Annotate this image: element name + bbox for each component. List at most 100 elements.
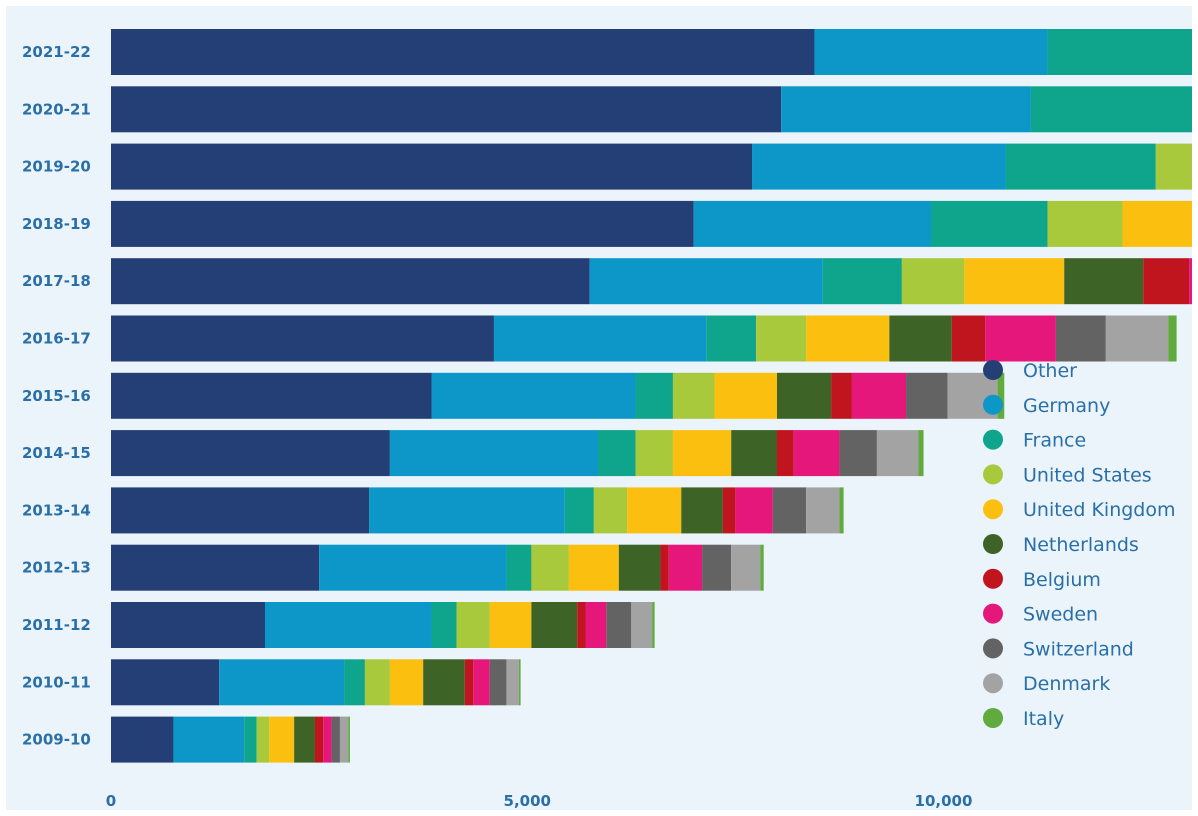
legend-label: Switzerland bbox=[1023, 638, 1134, 660]
bar-segment-germany bbox=[431, 372, 636, 419]
bar-segment-united-kingdom bbox=[627, 487, 682, 534]
legend-marker bbox=[983, 534, 1003, 554]
bar-segment-switzerland bbox=[489, 659, 507, 706]
bar-segment-sweden bbox=[473, 659, 490, 706]
bar-segment-netherlands bbox=[1064, 258, 1144, 305]
x-tick-label: 10,000 bbox=[915, 792, 973, 810]
bar-segment-italy bbox=[997, 372, 1005, 419]
bar-segment-belgium bbox=[831, 372, 852, 419]
bar-segment-netherlands bbox=[423, 659, 465, 706]
category-label: 2015-16 bbox=[22, 387, 91, 405]
x-tick-label: 5,000 bbox=[504, 792, 551, 810]
bar-segment-netherlands bbox=[731, 430, 777, 477]
category-label: 2016-17 bbox=[22, 330, 91, 348]
bar-segment-italy bbox=[348, 716, 350, 763]
bar-segment-germany bbox=[389, 430, 599, 477]
bar-segment-germany bbox=[319, 544, 507, 591]
bar-segment-united-states bbox=[635, 430, 673, 477]
bar-segment-united-states bbox=[364, 659, 390, 706]
legend-marker bbox=[983, 568, 1003, 589]
bar-segment-united-states bbox=[456, 602, 490, 648]
bar-segment-other bbox=[111, 200, 694, 247]
category-label: 2019-20 bbox=[22, 158, 91, 176]
bar-segment-sweden bbox=[668, 544, 703, 591]
bar-segment-united-kingdom bbox=[964, 258, 1065, 305]
bar-segment-france bbox=[431, 602, 457, 648]
legend-label: Belgium bbox=[1023, 569, 1101, 591]
bar-segment-switzerland bbox=[1055, 315, 1106, 362]
bar-segment-united-states bbox=[531, 544, 569, 591]
bar-segment-united-kingdom bbox=[269, 716, 295, 763]
legend-label: Other bbox=[1023, 360, 1077, 382]
bar-segment-belgium bbox=[314, 716, 324, 763]
bar-segment-netherlands bbox=[294, 716, 315, 763]
bar-segment-other bbox=[111, 544, 320, 591]
bar-segment-italy bbox=[518, 659, 521, 706]
bar-segment-other bbox=[111, 372, 432, 419]
category-label: 2012-13 bbox=[22, 559, 91, 577]
bar-segment-switzerland bbox=[839, 430, 877, 477]
legend-marker bbox=[983, 429, 1003, 450]
category-label: 2010-11 bbox=[22, 673, 91, 691]
bar-segment-united-kingdom bbox=[714, 372, 777, 419]
bar-segment-other bbox=[111, 258, 590, 305]
bar-segment-france bbox=[1005, 143, 1156, 190]
bar-segment-belgium bbox=[464, 659, 474, 706]
bar-segment-united-states bbox=[901, 258, 965, 305]
legend-label: Sweden bbox=[1023, 604, 1098, 626]
legend-marker bbox=[983, 394, 1003, 415]
legend-label: France bbox=[1023, 430, 1086, 452]
bar-segment-germany bbox=[589, 258, 823, 305]
bar-segment-sweden bbox=[323, 716, 332, 763]
bar-segment-germany bbox=[219, 659, 345, 706]
category-label: 2014-15 bbox=[22, 444, 91, 462]
bar-segment-italy bbox=[839, 487, 844, 534]
category-label: 2017-18 bbox=[22, 272, 91, 290]
category-label: 2018-19 bbox=[22, 215, 91, 233]
category-label: 2020-21 bbox=[22, 100, 91, 118]
bar-segment-france bbox=[1047, 29, 1192, 75]
bar-segment-denmark bbox=[1105, 315, 1169, 362]
bar-segment-netherlands bbox=[618, 544, 661, 591]
bar-segment-belgium bbox=[951, 315, 986, 362]
category-label: 2009-10 bbox=[22, 731, 91, 749]
bar-segment-belgium bbox=[722, 487, 736, 534]
bar-segment-germany bbox=[693, 200, 932, 247]
bar-segment-united-states bbox=[1155, 143, 1192, 190]
bar-segment-germany bbox=[265, 602, 432, 648]
x-tick-label: 0 bbox=[106, 792, 116, 810]
bar-segment-italy bbox=[918, 430, 924, 477]
legend-marker bbox=[983, 708, 1003, 728]
bar-segment-denmark bbox=[731, 544, 761, 591]
bar-segment-united-kingdom bbox=[489, 602, 532, 648]
legend-label: United States bbox=[1023, 464, 1152, 486]
bar-segment-sweden bbox=[585, 602, 607, 648]
bar-segment-denmark bbox=[506, 659, 519, 706]
legend-label: Italy bbox=[1023, 708, 1064, 730]
bar-segment-united-states bbox=[672, 372, 715, 419]
bar-segment-france bbox=[635, 372, 673, 419]
bar-segment-italy bbox=[652, 602, 655, 648]
bar-segment-germany bbox=[369, 487, 565, 534]
bar-segment-united-kingdom bbox=[389, 659, 424, 706]
bar-segment-switzerland bbox=[906, 372, 948, 419]
legend-marker bbox=[983, 638, 1003, 659]
bar-segment-france bbox=[344, 659, 365, 706]
legend-label: Netherlands bbox=[1023, 534, 1139, 556]
bar-segment-france bbox=[244, 716, 257, 763]
legend-label: Denmark bbox=[1023, 673, 1110, 695]
bar-segment-netherlands bbox=[681, 487, 723, 534]
bar-segment-sweden bbox=[1189, 258, 1192, 305]
bar-segment-other bbox=[111, 430, 390, 477]
bar-segment-united-kingdom bbox=[568, 544, 619, 591]
bar-segment-other bbox=[111, 602, 266, 648]
bar-segment-germany bbox=[814, 29, 1048, 75]
bar-segment-netherlands bbox=[889, 315, 952, 362]
bar-segment-france bbox=[1030, 86, 1192, 133]
bar-segment-switzerland bbox=[606, 602, 632, 648]
bar-segment-denmark bbox=[876, 430, 919, 477]
bar-segment-sweden bbox=[851, 372, 907, 419]
bar-segment-italy bbox=[760, 544, 764, 591]
legend-marker bbox=[983, 499, 1003, 520]
bar-segment-belgium bbox=[777, 430, 794, 477]
